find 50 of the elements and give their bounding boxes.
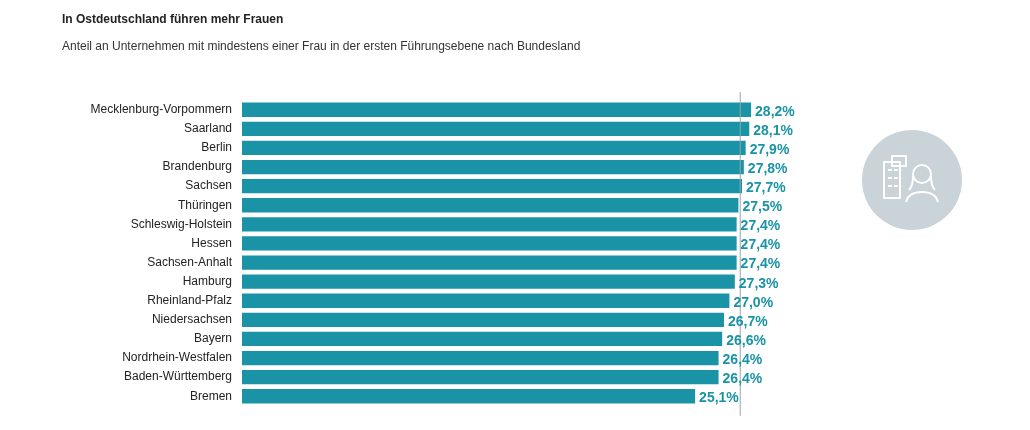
data-label: 27,0% — [733, 293, 774, 310]
bar — [242, 102, 752, 117]
y-tick-label: Thüringen — [177, 197, 232, 212]
bar — [242, 217, 737, 232]
y-tick-label: Berlin — [201, 140, 232, 155]
y-tick-label: Schleswig-Holstein — [130, 216, 232, 231]
data-label: 25,1% — [699, 389, 740, 406]
bar — [242, 274, 735, 289]
y-tick-label: Baden-Württemberg — [123, 369, 232, 384]
y-tick-label: Hamburg — [182, 273, 232, 288]
bar — [242, 140, 746, 156]
data-label: 26,6% — [726, 331, 767, 348]
data-label: 27,4% — [740, 255, 781, 272]
data-label: 27,7% — [746, 179, 787, 196]
data-label: 28,1% — [753, 121, 794, 138]
chart-subtitle: Anteil an Unternehmen mit mindestens einer Frau in der ersten Führungsebene nach Bundesland — [62, 39, 581, 53]
y-tick-label: Mecklenburg-Vorpommern — [90, 102, 232, 117]
y-tick-label: Nordrhein-Westfalen — [122, 350, 232, 365]
bar — [242, 312, 724, 328]
data-label: 28,2% — [755, 102, 796, 119]
data-label: 27,5% — [742, 198, 783, 215]
y-tick-label: Sachsen-Anhalt — [147, 254, 233, 269]
bar — [242, 198, 739, 213]
bar — [242, 331, 723, 347]
data-label: 27,9% — [749, 140, 790, 157]
y-tick-label: Sachsen — [185, 178, 232, 193]
data-label: 26,7% — [727, 312, 769, 329]
bar — [242, 389, 696, 404]
bar — [242, 350, 719, 366]
y-tick-label: Saarland — [183, 121, 232, 136]
bar — [242, 159, 744, 175]
bar — [242, 121, 750, 137]
data-label: 27,4% — [740, 217, 781, 234]
data-label: 27,4% — [740, 236, 781, 253]
y-tick-label: Bayern — [193, 331, 232, 346]
y-tick-label: Brandenburg — [162, 159, 232, 174]
data-label: 26,4% — [722, 350, 763, 367]
chart-title: In Ostdeutschland führen mehr Frauen — [62, 12, 284, 26]
bar — [242, 178, 743, 194]
bar — [242, 293, 730, 308]
y-tick-label: Rheinland-Pfalz — [147, 293, 232, 308]
bar — [242, 255, 737, 270]
y-tick-label: Bremen — [189, 388, 232, 403]
bar — [242, 236, 737, 251]
bar — [242, 369, 719, 385]
y-tick-label: Niedersachsen — [151, 312, 232, 327]
data-label: 26,4% — [722, 370, 763, 387]
y-tick-label: Hessen — [191, 235, 232, 250]
data-label: 27,3% — [738, 274, 780, 291]
data-label: 27,8% — [747, 159, 789, 176]
